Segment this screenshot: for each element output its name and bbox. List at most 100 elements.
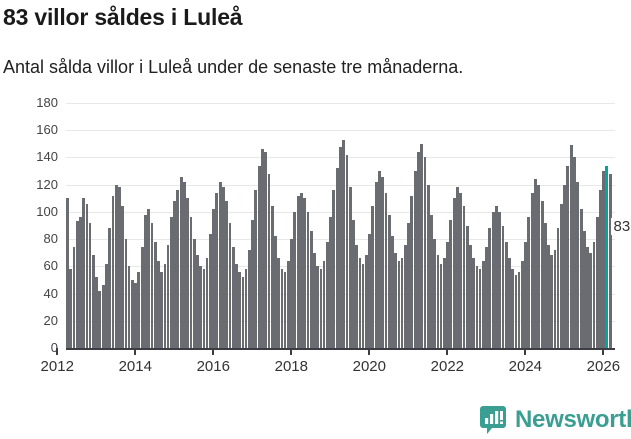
bar xyxy=(153,241,157,348)
bar xyxy=(413,171,417,348)
bar xyxy=(400,258,404,348)
bar xyxy=(420,143,423,348)
bar xyxy=(312,252,316,348)
brand-wordmark: Newsworthy xyxy=(515,406,631,433)
bar xyxy=(170,217,173,348)
plot-area xyxy=(66,103,615,348)
bar xyxy=(563,184,567,348)
bar xyxy=(222,187,225,348)
bar xyxy=(595,217,599,348)
bar xyxy=(195,255,199,348)
x-axis-tick xyxy=(446,348,449,355)
x-axis-tick xyxy=(602,348,605,355)
bar xyxy=(150,222,154,348)
bar xyxy=(82,198,86,348)
bar xyxy=(361,263,365,348)
x-axis-tick-label: 2016 xyxy=(196,358,230,375)
bar xyxy=(147,209,150,348)
bar xyxy=(365,255,368,348)
bar xyxy=(589,252,593,348)
bar xyxy=(273,236,277,348)
bar xyxy=(166,244,170,348)
y-axis-tick-label: 160 xyxy=(36,122,58,138)
bar xyxy=(163,263,167,348)
bar xyxy=(566,165,570,348)
bar xyxy=(264,152,267,348)
gridline xyxy=(66,130,615,132)
bar xyxy=(231,247,235,348)
bar xyxy=(368,233,372,348)
bar xyxy=(326,241,329,348)
bar xyxy=(95,277,99,348)
bar xyxy=(355,244,359,348)
bar xyxy=(585,247,589,348)
bar xyxy=(439,263,443,348)
bar xyxy=(579,209,583,348)
bar xyxy=(472,258,476,348)
bar xyxy=(351,220,355,348)
bar xyxy=(257,165,261,348)
x-axis-tick-label: 2026 xyxy=(586,358,621,375)
bar xyxy=(105,263,108,348)
bar xyxy=(485,247,489,348)
bar xyxy=(592,241,596,348)
bar xyxy=(371,206,375,348)
bar xyxy=(117,187,121,348)
bar xyxy=(85,203,89,348)
bar xyxy=(342,139,345,348)
bar xyxy=(491,211,495,348)
x-axis-tick-label: 2024 xyxy=(508,358,543,375)
bar xyxy=(156,260,160,348)
gridline xyxy=(66,103,615,104)
bar xyxy=(397,260,401,348)
bar xyxy=(329,217,333,348)
bar xyxy=(498,211,501,348)
x-axis-tick xyxy=(134,348,137,355)
bar xyxy=(495,206,498,348)
bar xyxy=(69,269,72,348)
bar xyxy=(527,217,531,348)
bar xyxy=(98,290,102,348)
bar xyxy=(251,220,255,348)
bar xyxy=(293,211,297,348)
bar xyxy=(599,190,602,348)
bar xyxy=(436,255,440,348)
bar xyxy=(332,190,336,348)
bar xyxy=(140,247,144,348)
bar xyxy=(556,228,560,348)
bar xyxy=(546,244,550,348)
bar xyxy=(488,228,492,348)
bar xyxy=(225,201,228,348)
bar xyxy=(179,176,183,348)
bar xyxy=(277,258,281,348)
bar xyxy=(127,266,131,348)
bar-chart-speech-bubble-icon xyxy=(480,406,506,434)
newsworthy-logo[interactable]: Newsworthy xyxy=(480,404,631,436)
y-axis-tick-label: 0 xyxy=(50,340,58,355)
bar xyxy=(244,269,248,348)
bar xyxy=(144,214,147,348)
bar xyxy=(514,274,518,348)
bar xyxy=(456,187,459,348)
bar xyxy=(199,266,203,348)
bar xyxy=(303,198,306,348)
bar xyxy=(433,239,437,348)
page-title: 83 villor såldes i Luleå xyxy=(3,4,243,30)
bar xyxy=(452,198,456,348)
bar xyxy=(78,217,82,348)
bar xyxy=(348,187,352,348)
x-axis-line xyxy=(66,348,615,350)
bar xyxy=(381,176,384,348)
bar xyxy=(573,157,576,348)
bar xyxy=(550,255,554,348)
bar xyxy=(261,149,264,348)
bar xyxy=(553,250,557,348)
bar xyxy=(283,271,287,348)
bar xyxy=(212,209,216,348)
bar xyxy=(75,221,79,348)
bar xyxy=(374,181,378,348)
x-axis-tick-label: 2014 xyxy=(118,358,152,375)
bar xyxy=(410,195,414,348)
highlighted-bar xyxy=(605,165,609,348)
